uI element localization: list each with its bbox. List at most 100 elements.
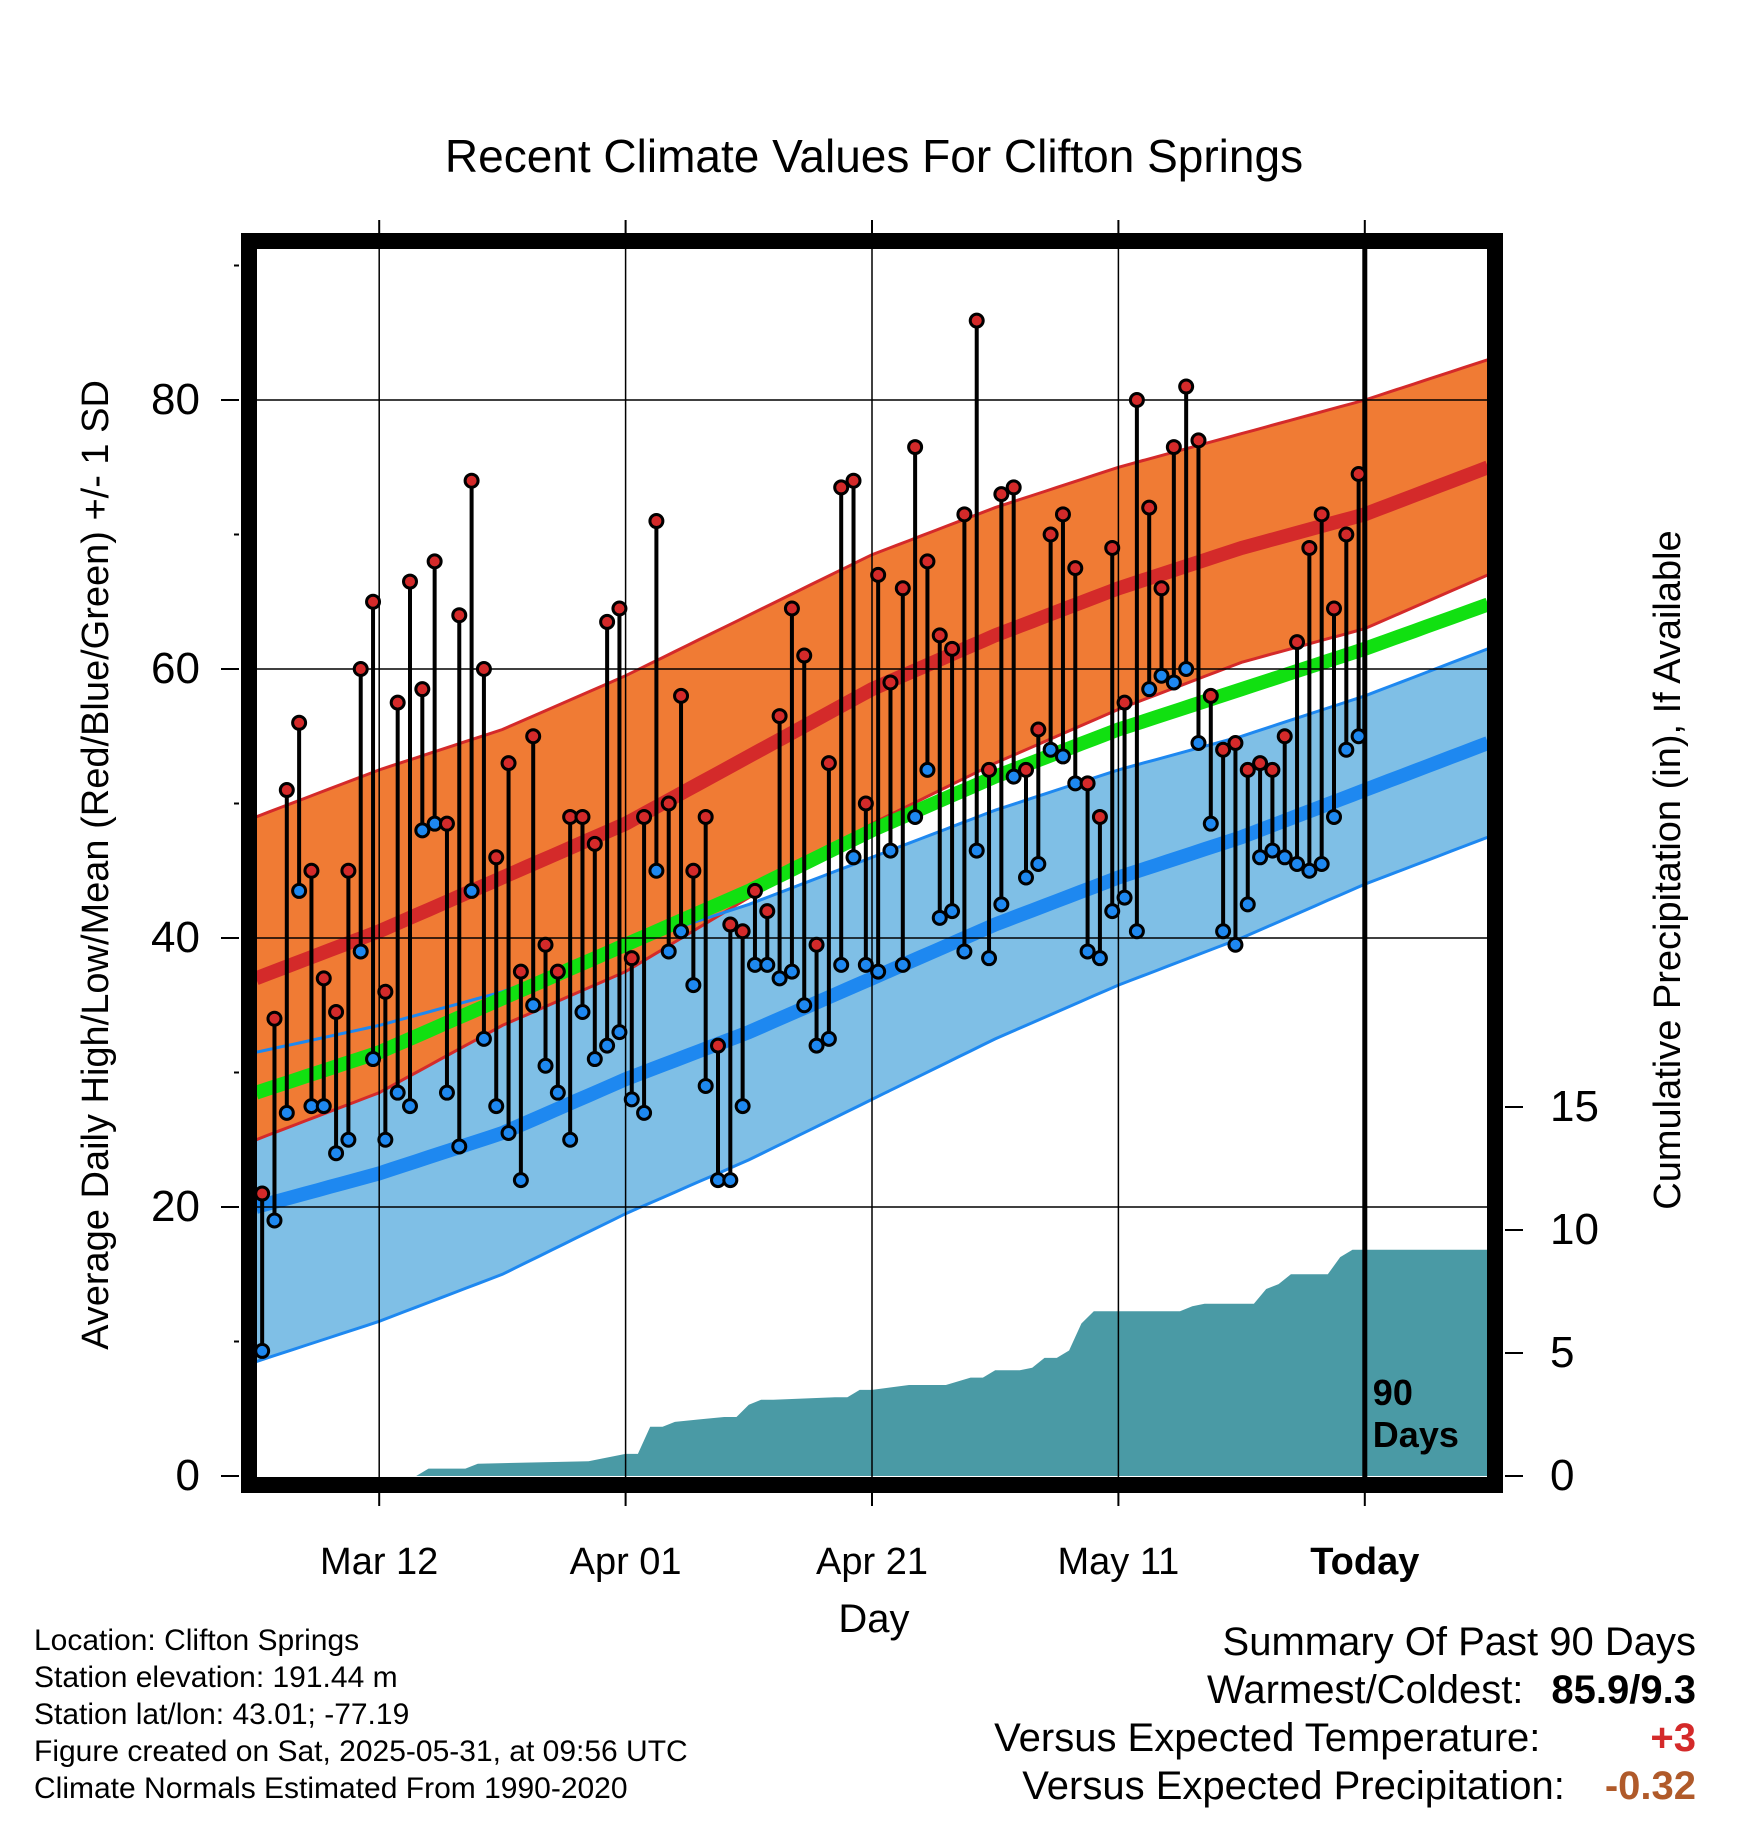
daily-low-point (981, 950, 998, 967)
daily-low-point (993, 896, 1010, 913)
daily-high-point (389, 694, 406, 711)
daily-high-point (586, 835, 603, 852)
daily-high-point (981, 761, 998, 778)
daily-low-point (919, 761, 936, 778)
location-text: Location: Clifton Springs (34, 1624, 360, 1657)
y-tick-label: 80 (151, 375, 200, 424)
daily-high-point (1276, 728, 1293, 745)
daily-high-point (1165, 439, 1182, 456)
daily-high-point (574, 808, 591, 825)
latlon-text: Station lat/lon: 43.01; -77.19 (34, 1698, 410, 1731)
daily-high-point (426, 553, 443, 570)
daily-low-point (636, 1104, 653, 1121)
daily-high-point (660, 795, 677, 812)
daily-low-point (1350, 728, 1367, 745)
daily-high-point (340, 862, 357, 879)
daily-high-point (525, 728, 542, 745)
y-tick-label: 40 (151, 913, 200, 962)
daily-high-point (451, 607, 468, 624)
warm-cold-value: 85.9/9.3 (1551, 1668, 1696, 1712)
daily-high-point (623, 950, 640, 967)
daily-low-point (968, 842, 985, 859)
daily-high-point (438, 815, 455, 832)
daily-high-point (463, 472, 480, 489)
daily-low-point (1079, 943, 1096, 960)
daily-low-point (1178, 661, 1195, 677)
daily-high-point (1005, 479, 1022, 496)
daily-high-point (1289, 634, 1306, 651)
daily-high-point (759, 903, 776, 920)
daily-high-point (722, 916, 739, 933)
daily-low-point (771, 970, 788, 987)
daily-high-point (254, 1185, 271, 1202)
daily-high-point (414, 681, 431, 698)
daily-high-point (734, 923, 751, 940)
daily-high-point (291, 714, 308, 731)
daily-low-point (845, 849, 862, 866)
y-tick-label: 20 (151, 1182, 200, 1231)
daily-low-point (254, 1342, 271, 1359)
daily-low-point (1054, 748, 1071, 765)
daily-high-point (956, 506, 973, 523)
daily-low-point (1190, 734, 1207, 751)
daily-high-point (1190, 432, 1207, 449)
y-tick-label: 0 (176, 1451, 200, 1500)
daily-high-point (1350, 465, 1367, 482)
daily-high-point (870, 566, 887, 583)
daily-high-point (710, 1037, 726, 1054)
daily-low-point (623, 1091, 640, 1108)
daily-high-point (1215, 741, 1232, 758)
daily-low-point (1153, 667, 1170, 684)
precip-label: Versus Expected Precipitation: (1022, 1764, 1565, 1808)
daily-high-point (1091, 808, 1108, 825)
daily-high-point (771, 708, 788, 725)
daily-low-point (1104, 903, 1121, 920)
temp-value: +3 (1650, 1716, 1696, 1760)
daily-low-point (1326, 808, 1342, 825)
daily-high-point (365, 593, 382, 610)
daily-high-point (882, 674, 899, 691)
daily-high-point (746, 882, 763, 899)
daily-high-point (1116, 694, 1133, 711)
warm-cold-label: Warmest/Coldest: (1207, 1668, 1524, 1712)
daily-low-point (1301, 862, 1318, 879)
daily-high-point (1054, 506, 1071, 523)
daily-high-point (808, 936, 825, 953)
daily-low-point (463, 882, 480, 899)
daily-low-point (1141, 681, 1158, 698)
daily-high-point (1326, 600, 1342, 617)
daily-low-point (586, 1051, 603, 1068)
daily-low-point (266, 1212, 283, 1229)
plot-area (256, 248, 1488, 1478)
y-tick-label: 60 (151, 644, 200, 693)
daily-low-point (475, 1030, 492, 1047)
warm-cold-row: Warmest/Coldest: 85.9/9.3 (936, 1668, 1696, 1716)
daily-low-point (783, 963, 800, 980)
daily-low-point (1116, 889, 1133, 906)
daily-high-point (919, 553, 936, 570)
x-tick-label: May 11 (1058, 1541, 1180, 1583)
daily-high-point (488, 849, 505, 866)
normals-text: Climate Normals Estimated From 1990-2020 (34, 1772, 628, 1805)
daily-low-point (685, 977, 702, 994)
daily-high-point (1301, 539, 1318, 556)
daily-high-point (475, 661, 492, 677)
daily-low-point (315, 1098, 332, 1115)
daily-high-point (1067, 560, 1084, 577)
daily-low-point (402, 1098, 418, 1115)
x-axis-label: Day (838, 1597, 909, 1641)
daily-low-point (291, 882, 308, 899)
y2-tick-label: 5 (1550, 1328, 1574, 1377)
daily-high-point (611, 600, 628, 617)
daily-high-point (833, 479, 850, 496)
daily-high-point (894, 580, 911, 597)
daily-high-point (1030, 721, 1047, 738)
created-text: Figure created on Sat, 2025-05-31, at 09… (34, 1735, 688, 1768)
daily-low-point (697, 1077, 714, 1094)
daily-low-point (1202, 815, 1219, 832)
daily-high-point (303, 862, 320, 879)
daily-high-point (857, 795, 874, 812)
daily-low-point (365, 1051, 382, 1068)
chart-title: Recent Climate Values For Clifton Spring… (445, 130, 1303, 182)
daily-high-point (673, 687, 690, 704)
